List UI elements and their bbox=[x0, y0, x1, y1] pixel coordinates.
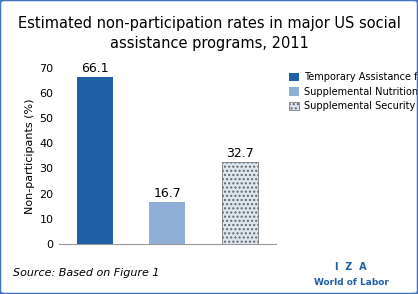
Text: 16.7: 16.7 bbox=[153, 187, 181, 200]
Text: I  Z  A: I Z A bbox=[335, 262, 367, 272]
Text: Source: Based on Figure 1: Source: Based on Figure 1 bbox=[13, 268, 159, 278]
Y-axis label: Non-participants (%): Non-participants (%) bbox=[25, 98, 36, 213]
Bar bbox=[76, 77, 113, 244]
Text: 32.7: 32.7 bbox=[226, 147, 254, 160]
Text: Estimated non-participation rates in major US social
assistance programs, 2011: Estimated non-participation rates in maj… bbox=[18, 16, 400, 51]
Legend: Temporary Assistance for Needy Families, Supplemental Nutrition Assistance Progr: Temporary Assistance for Needy Families,… bbox=[289, 73, 418, 111]
Bar bbox=[222, 162, 258, 244]
Text: 66.1: 66.1 bbox=[81, 62, 109, 76]
Text: World of Labor: World of Labor bbox=[314, 278, 389, 287]
Bar bbox=[149, 202, 185, 244]
